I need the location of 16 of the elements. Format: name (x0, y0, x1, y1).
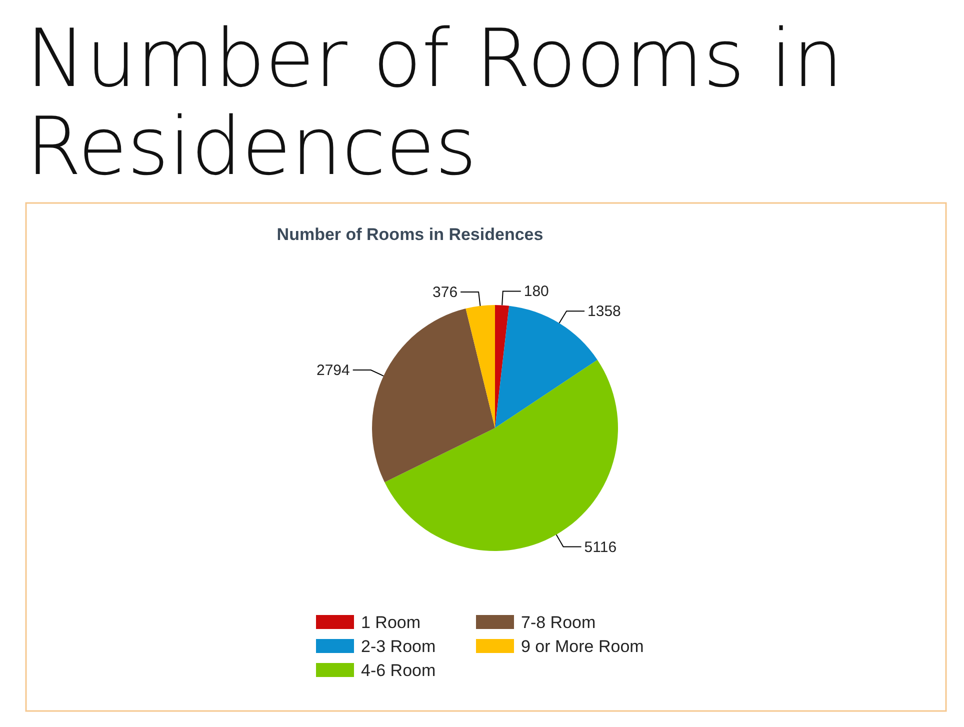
data-label: 1358 (588, 303, 621, 320)
data-label: 376 (432, 284, 458, 301)
legend-label: 9 or More Room (521, 637, 644, 656)
legend-label: 4-6 Room (361, 661, 436, 680)
pie-slice (384, 360, 618, 551)
chart-title: Number of Rooms in Residences (26, 12, 844, 193)
legend-label: 1 Room (361, 613, 421, 632)
legend-label: 2-3 Room (361, 637, 436, 656)
pie-slice (466, 305, 495, 428)
data-label: 2794 (316, 362, 350, 380)
chart-subtitle: Number of Rooms in Residences (276, 225, 544, 244)
pie-slice (495, 305, 510, 428)
data-label: 5116 (584, 538, 617, 556)
data-label: 180 (524, 283, 549, 300)
legend-label: 7-8 Room (521, 613, 596, 632)
pie-slice (372, 308, 495, 482)
